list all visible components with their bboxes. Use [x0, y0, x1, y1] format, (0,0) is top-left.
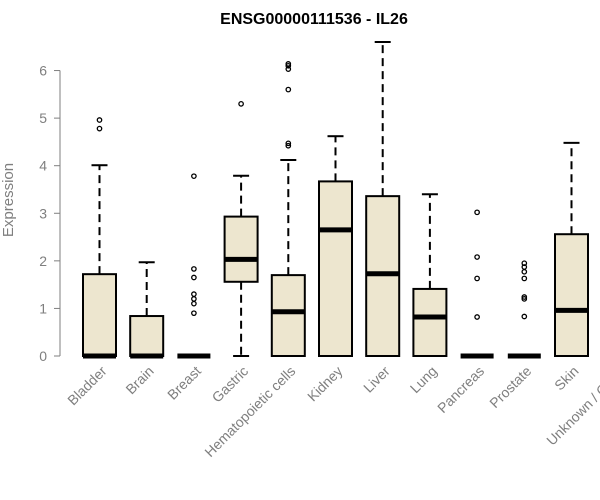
box-iqr — [270, 274, 306, 357]
outlier-point — [474, 314, 480, 320]
outlier-point — [521, 296, 528, 302]
box-brain — [129, 261, 165, 359]
box-gastric — [223, 100, 259, 357]
x-tick-label: Kidney — [304, 363, 346, 405]
outlier-point — [521, 313, 528, 320]
x-tick-label: Lung — [407, 363, 440, 396]
y-tick-label: 2 — [39, 253, 47, 269]
x-tick-label: Liver — [360, 363, 393, 396]
y-tick-label: 0 — [39, 348, 47, 364]
x-tick-label: Breast — [164, 363, 204, 403]
box-liver — [365, 41, 401, 357]
outlier-point — [191, 291, 197, 298]
box-iqr — [412, 287, 448, 357]
outlier-point — [474, 275, 480, 282]
outlier-point — [191, 296, 197, 302]
outlier-point — [285, 62, 292, 69]
box-breast — [177, 173, 211, 359]
x-tick-label: Prostate — [486, 363, 534, 411]
outlier-point — [521, 275, 528, 282]
y-tick-label: 6 — [39, 63, 47, 79]
x-tick-label: Brain — [122, 363, 156, 397]
outlier-point — [285, 86, 292, 93]
y-tick-label: 4 — [39, 158, 47, 174]
outlier-point — [191, 266, 197, 272]
box-iqr — [82, 273, 117, 358]
box-bladder — [82, 117, 117, 359]
box-iqr — [318, 180, 353, 357]
outlier-point — [521, 294, 528, 300]
outlier-point — [285, 66, 292, 72]
outlier-point — [96, 125, 103, 132]
boxes-layer — [82, 41, 589, 359]
outlier-point — [285, 61, 292, 67]
x-tick-label: Bladder — [64, 363, 110, 409]
box-hematopoietic-cells — [270, 61, 306, 357]
outlier-point — [474, 254, 480, 260]
outlier-point — [474, 209, 480, 216]
outlier-point — [285, 140, 292, 147]
outlier-point — [521, 260, 528, 267]
x-tick-label: Hematopoietic cells — [201, 363, 298, 460]
x-tick-label: Gastric — [209, 363, 252, 406]
x-tick-label: Skin — [551, 363, 582, 394]
outlier-point — [521, 268, 528, 275]
outlier-point — [191, 173, 197, 180]
y-axis: 0 1 2 3 4 5 6 — [39, 63, 61, 364]
box-skin — [554, 141, 589, 357]
y-tick-label: 1 — [39, 300, 47, 316]
chart-title: ENSG00000111536 - IL26 — [220, 11, 408, 28]
y-tick-label: 5 — [39, 110, 47, 126]
outlier-point — [191, 300, 197, 307]
box-prostate — [507, 260, 541, 359]
box-kidney — [318, 135, 353, 357]
y-axis-label: Expression — [0, 163, 17, 237]
box-iqr — [223, 215, 259, 283]
outlier-point — [238, 100, 244, 107]
x-tick-label: Pancreas — [434, 363, 487, 416]
box-lung — [412, 193, 448, 357]
outlier-point — [191, 310, 197, 317]
box-iqr — [129, 315, 165, 358]
y-tick-label: 3 — [39, 205, 47, 221]
outlier-point — [191, 274, 197, 281]
outlier-point — [96, 117, 103, 123]
outlier-point — [285, 142, 292, 149]
box-pancreas — [460, 209, 494, 359]
box-iqr — [554, 233, 589, 357]
